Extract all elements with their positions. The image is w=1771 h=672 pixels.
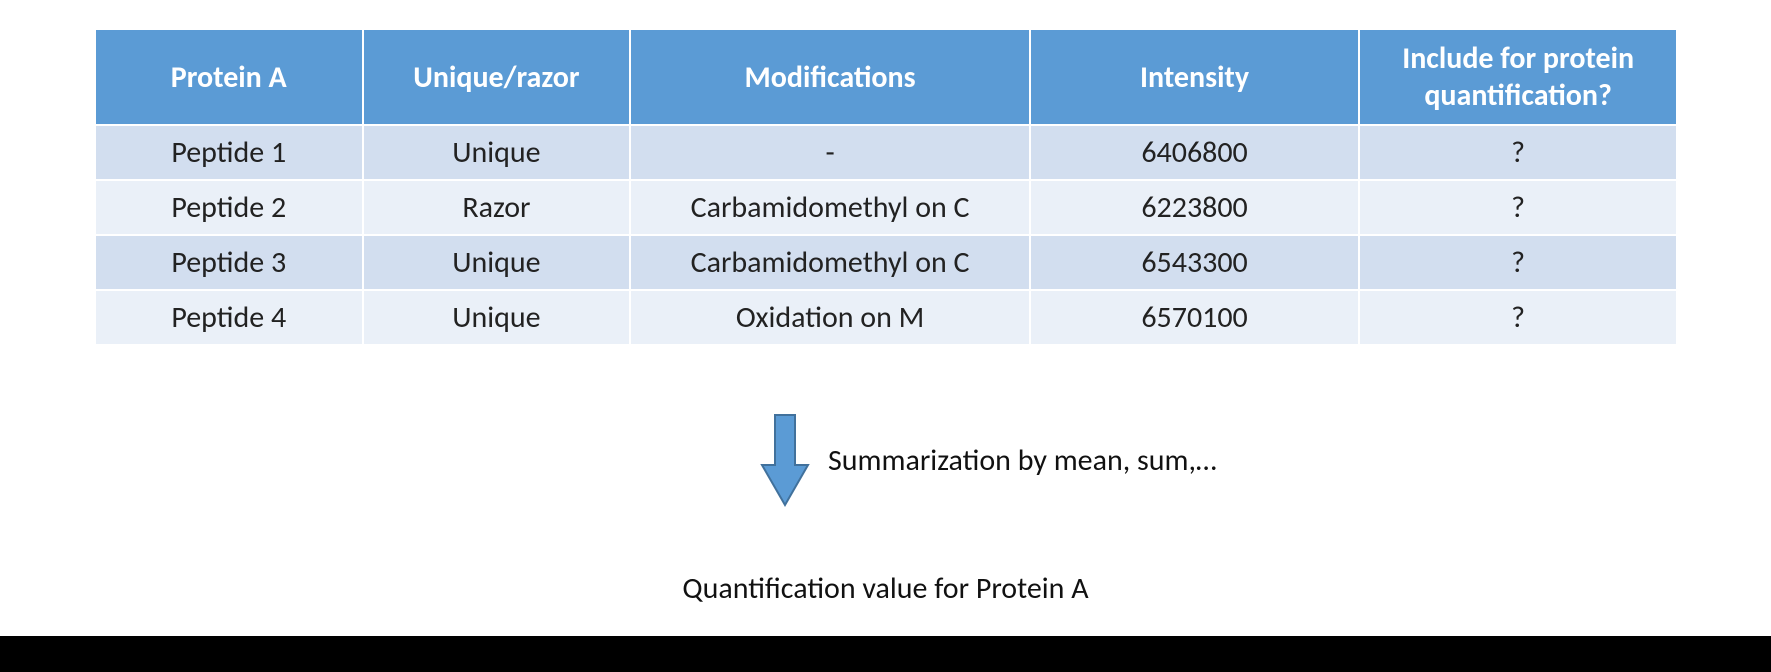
arrow-block: Summarization by mean, sum,…: [760, 410, 1460, 510]
table-header-row: Protein A Unique/razor Modifications Int…: [95, 29, 1677, 125]
cell-modifications: Carbamidomethyl on C: [630, 235, 1030, 290]
quantification-label: Quantification value for Protein A: [0, 570, 1771, 607]
bottom-bar: [0, 636, 1771, 672]
cell-unique-razor: Unique: [363, 235, 631, 290]
cell-intensity: 6543300: [1030, 235, 1359, 290]
cell-modifications: Carbamidomethyl on C: [630, 180, 1030, 235]
peptide-table: Protein A Unique/razor Modifications Int…: [94, 28, 1678, 346]
table-row: Peptide 3 Unique Carbamidomethyl on C 65…: [95, 235, 1677, 290]
cell-intensity: 6570100: [1030, 290, 1359, 345]
cell-include: ?: [1359, 125, 1677, 180]
cell-include: ?: [1359, 180, 1677, 235]
cell-unique-razor: Unique: [363, 290, 631, 345]
arrow-shape: [762, 415, 808, 505]
summarization-label: Summarization by mean, sum,…: [828, 442, 1217, 479]
cell-peptide: Peptide 1: [95, 125, 363, 180]
cell-modifications: Oxidation on M: [630, 290, 1030, 345]
down-arrow-icon: [760, 410, 810, 510]
col-header-protein: Protein A: [95, 29, 363, 125]
table-row: Peptide 2 Razor Carbamidomethyl on C 622…: [95, 180, 1677, 235]
cell-include: ?: [1359, 290, 1677, 345]
cell-unique-razor: Razor: [363, 180, 631, 235]
cell-unique-razor: Unique: [363, 125, 631, 180]
col-header-intensity: Intensity: [1030, 29, 1359, 125]
col-header-modifications: Modifications: [630, 29, 1030, 125]
cell-intensity: 6406800: [1030, 125, 1359, 180]
cell-intensity: 6223800: [1030, 180, 1359, 235]
cell-peptide: Peptide 2: [95, 180, 363, 235]
cell-peptide: Peptide 3: [95, 235, 363, 290]
cell-include: ?: [1359, 235, 1677, 290]
peptide-table-container: Protein A Unique/razor Modifications Int…: [94, 28, 1678, 346]
col-header-unique-razor: Unique/razor: [363, 29, 631, 125]
cell-modifications: -: [630, 125, 1030, 180]
table-row: Peptide 1 Unique - 6406800 ?: [95, 125, 1677, 180]
cell-peptide: Peptide 4: [95, 290, 363, 345]
table-row: Peptide 4 Unique Oxidation on M 6570100 …: [95, 290, 1677, 345]
col-header-include: Include for protein quantification?: [1359, 29, 1677, 125]
